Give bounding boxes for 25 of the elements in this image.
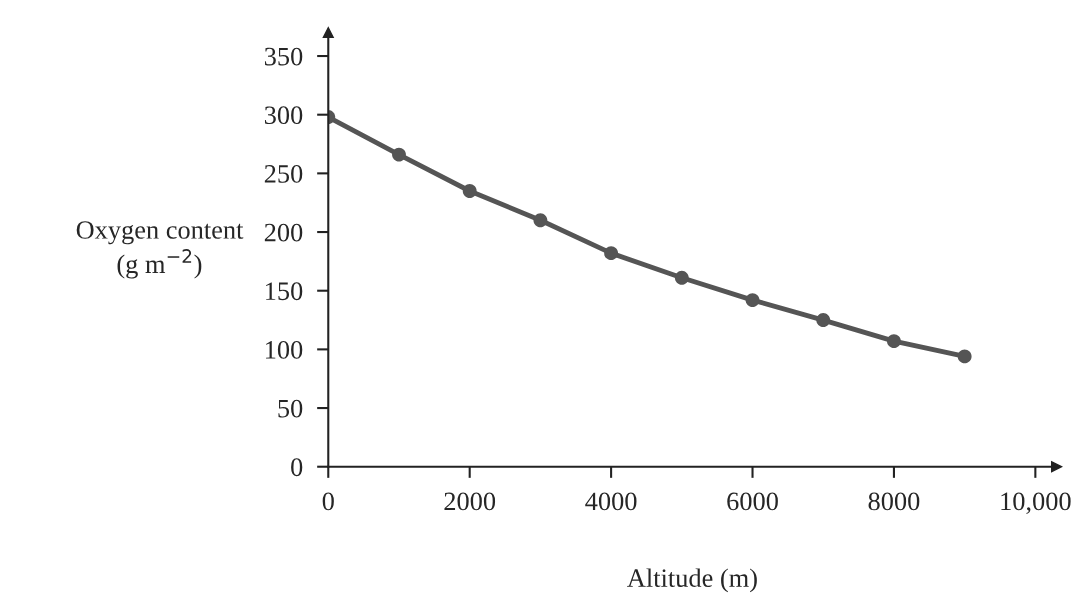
y-tick-label: 350 [264, 47, 303, 66]
y-tick-label: 100 [266, 340, 303, 359]
y-tick-label: 50 [278, 399, 303, 418]
point [957, 349, 972, 364]
y-axis-title: Oxygen content (g m$^{−2}$) [76, 221, 244, 279]
point [604, 246, 619, 261]
y-tick-label: 300 [264, 106, 303, 125]
point [886, 334, 901, 349]
x-tick-label: 0 [322, 492, 334, 511]
point [745, 293, 760, 308]
x-tick-label: 10,000 [1001, 492, 1071, 515]
y-tick-label: 0 [291, 458, 303, 477]
point [462, 184, 477, 198]
y-tick-label: 250 [264, 164, 303, 183]
point [533, 213, 548, 228]
x-axis-title: Altitude (m) [627, 568, 757, 593]
point [392, 147, 406, 162]
x-tick-label: 4000 [585, 492, 637, 511]
point [674, 270, 689, 285]
y-tick-label: 150 [266, 282, 303, 301]
x-tick-label: 2000 [444, 492, 496, 511]
x-tick-label: 6000 [727, 492, 778, 511]
y-tick-label: 200 [264, 223, 303, 242]
point [816, 313, 831, 327]
x-tick-label: 8000 [868, 492, 920, 511]
